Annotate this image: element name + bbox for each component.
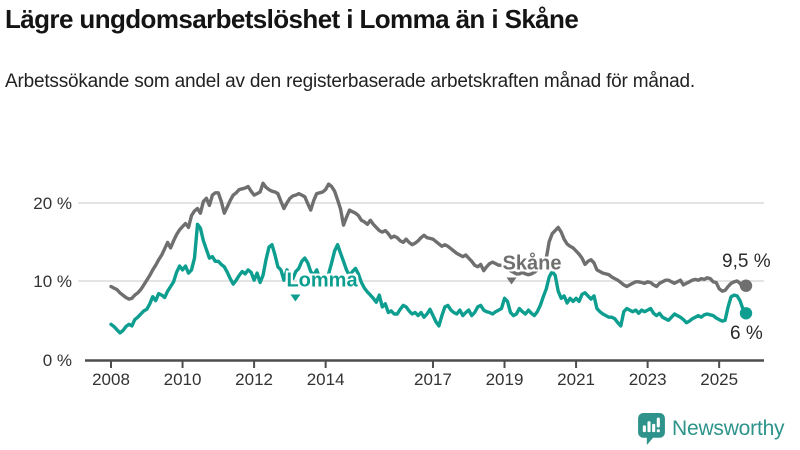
newsworthy-logo-text: Newsworthy (672, 417, 785, 440)
x-tick-label: 2017 (414, 370, 452, 389)
y-tick-label-20: 20 % (33, 194, 72, 213)
newsworthy-logo: Newsworthy (638, 413, 785, 445)
skane-line-label: Skåne (502, 252, 562, 285)
x-tick-label: 2025 (700, 370, 738, 389)
lomma-end-point-dot (739, 307, 753, 320)
x-tick-label: 2008 (92, 370, 130, 389)
y-tick-label-10: 10 % (33, 272, 72, 291)
newsworthy-logo-icon (638, 413, 665, 445)
x-tick-label: 2021 (557, 370, 595, 389)
lomma-end-value-label: 6 % (730, 323, 763, 344)
page-title: Lägre ungdomsarbetslöshet i Lomma än i S… (5, 4, 579, 34)
skane-end-value-label: 9,5 % (722, 251, 771, 272)
x-tick-label: 2012 (235, 370, 273, 389)
page-subtitle: Arbetssökande som andel av den registerb… (5, 71, 695, 92)
skane-line-label-text: Skåne (502, 252, 562, 275)
skane-end-point-dot (739, 279, 753, 292)
skane-series-line (109, 181, 748, 301)
lomma-label-pointer-triangle-icon (290, 294, 301, 302)
x-tick-label: 2023 (629, 370, 667, 389)
x-tick-label: 2019 (486, 370, 524, 389)
x-tick-label: 2010 (164, 370, 202, 389)
lomma-series-line (109, 222, 748, 335)
x-tick-label: 2014 (307, 370, 345, 389)
x-axis-ticks: 2008 2010 2012 2014 2017 2019 2021 2023 2025 (92, 360, 738, 389)
logo-bar-chart-glyph (642, 417, 660, 433)
lomma-line-label: Lomma (286, 269, 358, 302)
y-axis-labels: 20 % 10 % 0 % (33, 194, 72, 370)
skane-label-pointer-triangle-icon (506, 277, 517, 285)
y-tick-label-0: 0 % (43, 351, 72, 370)
lomma-line-label-text: Lomma (286, 269, 358, 292)
